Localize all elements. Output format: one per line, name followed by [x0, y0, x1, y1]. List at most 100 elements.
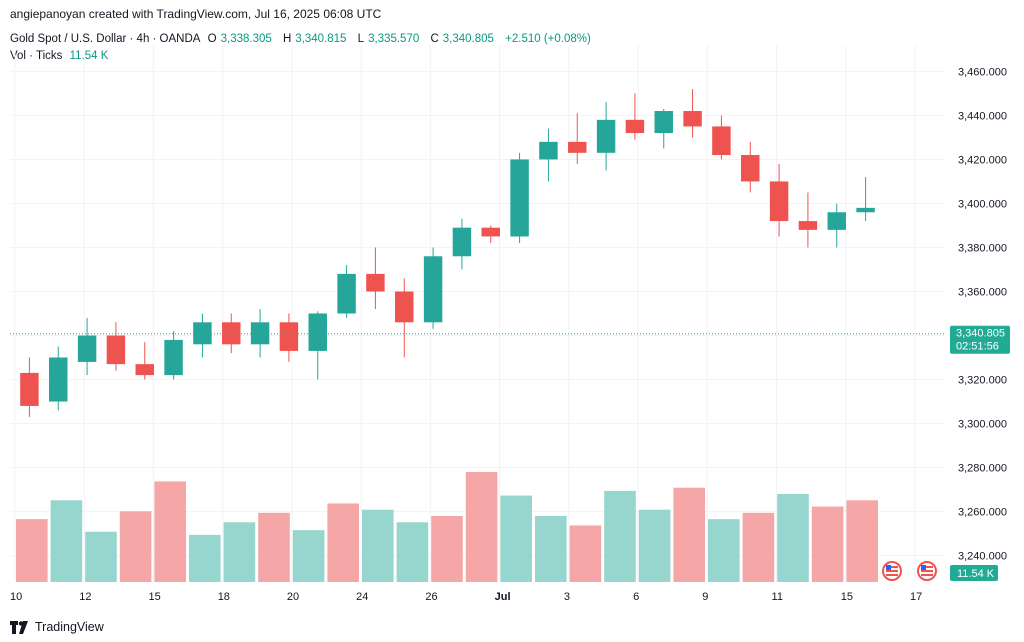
y-tick-label: 3,240.000 [958, 551, 1007, 563]
candle-body [250, 322, 270, 345]
candlesticks [20, 89, 875, 417]
candle [135, 342, 154, 380]
candle [539, 128, 558, 182]
candle-body [798, 221, 818, 230]
flag-icon-us[interactable] [882, 561, 902, 581]
low-value: L 3,335.570 [357, 33, 420, 45]
volume-bar [500, 495, 532, 582]
y-tick-label: 3,300.000 [958, 419, 1007, 431]
x-tick-label: 20 [287, 591, 299, 603]
volume-bar [569, 525, 602, 582]
volume-bar [362, 509, 394, 582]
symbol-legend[interactable]: Gold Spot / U.S. Dollar · 4h · OANDA O 3,… [10, 33, 595, 45]
candle-body [308, 313, 327, 351]
candle [654, 108, 673, 149]
candle [193, 313, 212, 358]
candle-body [279, 322, 299, 351]
candle [308, 311, 327, 380]
candle-body [135, 364, 154, 376]
y-tick-label: 3,460.000 [958, 66, 1007, 78]
candle [798, 192, 818, 248]
x-tick-label: 6 [633, 591, 639, 603]
candle-body [164, 339, 183, 376]
volume-bar [50, 500, 83, 582]
x-tick-label: 15 [841, 591, 853, 603]
y-tick-label: 3,400.000 [958, 198, 1007, 210]
y-tick-label: 3,320.000 [958, 375, 1007, 387]
candle [452, 218, 472, 270]
candle-body [654, 111, 673, 134]
volume-bar [811, 506, 844, 582]
candle [49, 346, 68, 411]
candle-body [49, 357, 68, 402]
candle [164, 331, 183, 380]
candle-body [741, 155, 760, 182]
candle-body [452, 227, 472, 257]
volume-bar [16, 519, 48, 582]
candle-body [20, 372, 39, 406]
candle [625, 93, 645, 140]
volume-bar [327, 503, 359, 582]
price-tag-value: 3,340.805 [956, 328, 1005, 340]
candle [769, 163, 789, 237]
y-tick-label: 3,420.000 [958, 154, 1007, 166]
candle-body [77, 335, 97, 362]
flag-icon-us[interactable] [917, 561, 937, 581]
x-tick-label: 17 [910, 591, 922, 603]
volume-bar [396, 522, 429, 582]
candle [856, 177, 875, 222]
time-axis: 10 12 15 18 20 24 26 Jul 3 6 9 11 15 17 [10, 591, 922, 603]
volume-tag-value: 11.54 K [957, 568, 995, 580]
chart-credit: angiepanoyan created with TradingView.co… [10, 7, 382, 21]
change-value: +2.510 (+0.08%) [505, 33, 591, 45]
candle-body [510, 159, 529, 237]
candle-body [222, 322, 241, 345]
volume-bar [535, 516, 567, 582]
tradingview-logo-icon [10, 620, 28, 634]
candle [827, 203, 846, 248]
candle [712, 115, 731, 160]
volume-bar [154, 481, 186, 582]
candle [279, 313, 299, 362]
volume-bar [85, 531, 117, 582]
candle [20, 357, 39, 417]
candle [596, 102, 616, 171]
footer-brand[interactable]: TradingView [10, 620, 104, 634]
x-tick-label: 15 [148, 591, 160, 603]
candle [510, 152, 529, 244]
y-tick-label: 3,380.000 [958, 242, 1007, 254]
candle [741, 141, 760, 193]
candle-body [596, 119, 616, 153]
candle [568, 113, 587, 164]
candle [106, 322, 126, 371]
y-tick-label: 3,440.000 [958, 110, 1007, 122]
volume-tag: 11.54 K [950, 565, 998, 581]
candle [250, 309, 270, 358]
candle [77, 317, 97, 376]
footer-brand-label: TradingView [35, 620, 104, 634]
volume-bar [638, 509, 671, 582]
volume-bar [223, 522, 256, 582]
candle-body [539, 141, 558, 160]
price-axis: 3,240.000 3,260.000 3,280.000 3,300.000 3,32… [958, 66, 1007, 562]
volume-bar [119, 511, 152, 582]
volume-bar [431, 516, 463, 582]
candle-body [395, 291, 414, 323]
price-tag: 3,340.805 02:51:56 [950, 325, 1010, 354]
candle [366, 247, 385, 310]
candle [337, 265, 356, 318]
candle [683, 89, 702, 138]
x-tick-label: 10 [10, 591, 22, 603]
candle [481, 225, 500, 244]
candle-body [856, 207, 875, 213]
volume-bar [189, 534, 221, 582]
x-tick-label: 9 [702, 591, 708, 603]
volume-legend[interactable]: Vol · Ticks 11.54 K [10, 50, 112, 62]
high-value: H 3,340.815 [282, 33, 347, 45]
candle-body [625, 119, 645, 134]
candle-body [769, 181, 789, 222]
candle [395, 278, 414, 358]
volume-bar [673, 487, 705, 582]
volume-bar [292, 530, 325, 582]
